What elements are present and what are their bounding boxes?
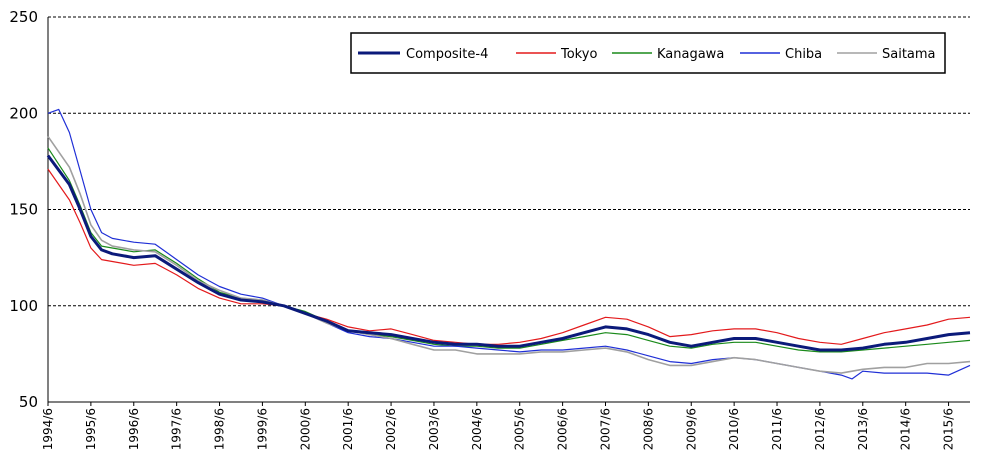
- x-tick-label: 2009/6: [684, 408, 698, 450]
- series-line-chiba: [47, 108, 971, 380]
- legend-label-chiba: Chiba: [785, 47, 822, 62]
- y-axis: 50 100 150 200 250: [9, 8, 49, 411]
- y-tick-label: 200: [9, 104, 38, 122]
- series-line-tokyo: [47, 168, 971, 345]
- series-line-kanagawa: [47, 147, 971, 353]
- x-tick-label: 2012/6: [813, 408, 827, 450]
- legend-label-kanagawa: Kanagawa: [657, 47, 724, 62]
- x-tick-label: 2008/6: [641, 408, 655, 450]
- x-tick-label: 2002/6: [384, 408, 398, 450]
- legend-label-saitama: Saitama: [882, 47, 936, 62]
- legend-label-composite-4: Composite-4: [406, 47, 488, 62]
- x-tick-label: 2000/6: [298, 408, 312, 450]
- x-tick-label: 1998/6: [213, 408, 227, 450]
- x-tick-label: 2015/6: [942, 408, 956, 450]
- x-tick-label: 1996/6: [127, 408, 141, 450]
- y-tick-label: 50: [19, 393, 38, 411]
- x-axis: 1994/6 1995/6 1996/6 1997/6 1998/6 1999/6 2000…: [41, 401, 970, 450]
- x-tick-label: 2007/6: [598, 408, 612, 450]
- x-tick-label: 2005/6: [513, 408, 527, 450]
- x-tick-label: 1997/6: [170, 408, 184, 450]
- x-tick-label: 2003/6: [427, 408, 441, 450]
- legend: Composite-4 Tokyo Kanagawa Chiba Saitama: [350, 32, 946, 74]
- y-tick-label: 150: [9, 201, 38, 219]
- grid: [48, 16, 970, 307]
- series-group: [46, 108, 971, 380]
- series-line-composite-4: [46, 154, 971, 352]
- y-tick-label: 250: [9, 8, 38, 26]
- y-tick-label: 100: [9, 297, 38, 315]
- legend-label-tokyo: Tokyo: [560, 47, 597, 62]
- x-tick-label: 2004/6: [470, 408, 484, 450]
- x-tick-label: 2014/6: [899, 408, 913, 450]
- x-tick-label: 1994/6: [41, 408, 55, 450]
- x-tick-label: 2013/6: [856, 408, 870, 450]
- series-line-saitama: [47, 135, 971, 374]
- x-tick-label: 2001/6: [341, 408, 355, 450]
- x-tick-label: 2010/6: [727, 408, 741, 450]
- x-tick-label: 1999/6: [255, 408, 269, 450]
- x-tick-label: 1995/6: [84, 408, 98, 450]
- x-tick-label: 2006/6: [556, 408, 570, 450]
- x-tick-label: 2011/6: [770, 408, 784, 450]
